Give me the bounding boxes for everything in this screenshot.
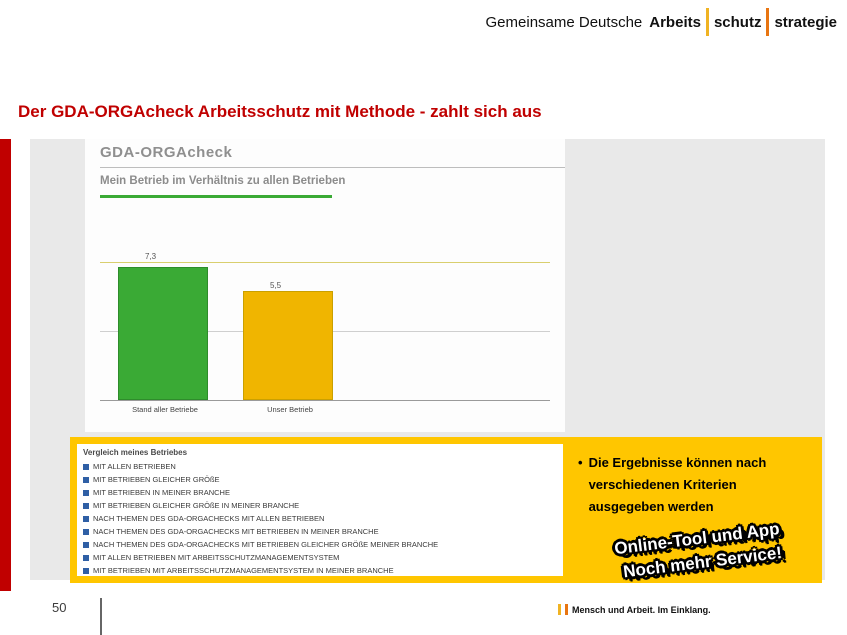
bullet-square-icon (83, 502, 89, 509)
list-item: MIT ALLEN BETRIEBEN MIT ARBEITSSCHUTZMAN… (83, 551, 557, 564)
footer-brand-bar-orange (565, 604, 568, 615)
list-item-label: MIT BETRIEBEN GLEICHER GRÖßE (93, 475, 220, 484)
list-item-label: NACH THEMEN DES GDA-ORGACHECKS MIT BETRI… (93, 540, 439, 549)
bullet-square-icon (83, 567, 89, 574)
section-title: Mein Betrieb im Verhältnis zu allen Betr… (100, 175, 346, 187)
page-number: 50 (52, 600, 67, 615)
bullet-square-icon (83, 476, 89, 483)
list-item: MIT BETRIEBEN IN MEINER BRANCHE (83, 486, 557, 499)
gridline-yellow (100, 262, 550, 263)
list-item: MIT BETRIEBEN GLEICHER GRÖßE IN MEINER B… (83, 499, 557, 512)
bullet-square-icon (83, 541, 89, 548)
bar-axis-label-1: Stand aller Betriebe (132, 405, 198, 414)
chart-baseline (100, 400, 550, 401)
footer-brand-bar-yellow (558, 604, 561, 615)
logo-word-arbeits: Arbeits (649, 13, 701, 31)
footer-divider (100, 598, 102, 635)
list-item-label: MIT BETRIEBEN IN MEINER BRANCHE (93, 488, 230, 497)
footer-brand: Mensch und Arbeit. Im Einklang. (558, 604, 711, 615)
section-underline (100, 195, 332, 198)
list-item: NACH THEMEN DES GDA-ORGACHECKS MIT BETRI… (83, 525, 557, 538)
list-item-label: MIT ALLEN BETRIEBEN MIT ARBEITSSCHUTZMAN… (93, 553, 340, 562)
webapp-divider (100, 167, 565, 168)
bar-axis-label-2: Unser Betrieb (267, 405, 313, 414)
bullet-square-icon (83, 554, 89, 561)
logo-prefix: Gemeinsame Deutsche (485, 13, 643, 31)
comparison-list-panel: Vergleich meines Betriebes MIT ALLEN BET… (77, 444, 563, 576)
bar-own-company (243, 291, 333, 400)
logo-word-schutz: schutz (713, 13, 762, 31)
slide-title: Der GDA-ORGAcheck Arbeitsschutz mit Meth… (18, 102, 542, 121)
bar-chart: 7,3 5,5 Stand aller Betriebe Unser Betri… (100, 239, 550, 414)
footer-brand-text: Mensch und Arbeit. Im Einklang. (572, 604, 711, 615)
comparison-box: Vergleich meines Betriebes MIT ALLEN BET… (70, 437, 822, 583)
callout-bullet: • (578, 455, 583, 470)
list-item: MIT ALLEN BETRIEBEN (83, 460, 557, 473)
callout-text: Die Ergebnisse können nach verschiedenen… (588, 455, 767, 514)
list-item: MIT BETRIEBEN GLEICHER GRÖßE (83, 473, 557, 486)
gda-logo: Gemeinsame Deutsche Arbeits schutz strat… (486, 8, 837, 36)
logo-word-strategie: strategie (774, 13, 837, 31)
bar-value-label-1: 7,3 (145, 252, 157, 261)
bar-all-companies (118, 267, 208, 400)
logo-separator-bar-orange (766, 8, 770, 36)
list-item: MIT BETRIEBEN MIT ARBEITSSCHUTZMANAGEMEN… (83, 564, 557, 577)
list-item: NACH THEMEN DES GDA-ORGACHECKS MIT BETRI… (83, 538, 557, 551)
list-item-label: MIT ALLEN BETRIEBEN (93, 462, 176, 471)
list-item-label: MIT BETRIEBEN GLEICHER GRÖßE IN MEINER B… (93, 501, 300, 510)
bullet-square-icon (83, 528, 89, 535)
webapp-screenshot: GDA-ORGAcheck Mein Betrieb im Verhältnis… (85, 139, 565, 432)
bullet-square-icon (83, 489, 89, 496)
comparison-title: Vergleich meines Betriebes (83, 448, 188, 457)
list-item-label: NACH THEMEN DES GDA-ORGACHECKS MIT BETRI… (93, 527, 379, 536)
bar-value-label-2: 5,5 (270, 281, 282, 290)
webapp-title: GDA-ORGAcheck (100, 144, 233, 161)
list-item: NACH THEMEN DES GDA-ORGACHECKS MIT ALLEN… (83, 512, 557, 525)
logo-separator-bar-yellow (705, 8, 709, 36)
bullet-square-icon (83, 463, 89, 470)
callout: • Die Ergebnisse können nach verschieden… (578, 452, 793, 518)
red-accent-bar (0, 139, 11, 591)
list-item-label: NACH THEMEN DES GDA-ORGACHECKS MIT ALLEN… (93, 514, 325, 523)
list-item-label: MIT BETRIEBEN MIT ARBEITSSCHUTZMANAGEMEN… (93, 566, 394, 575)
bullet-square-icon (83, 515, 89, 522)
